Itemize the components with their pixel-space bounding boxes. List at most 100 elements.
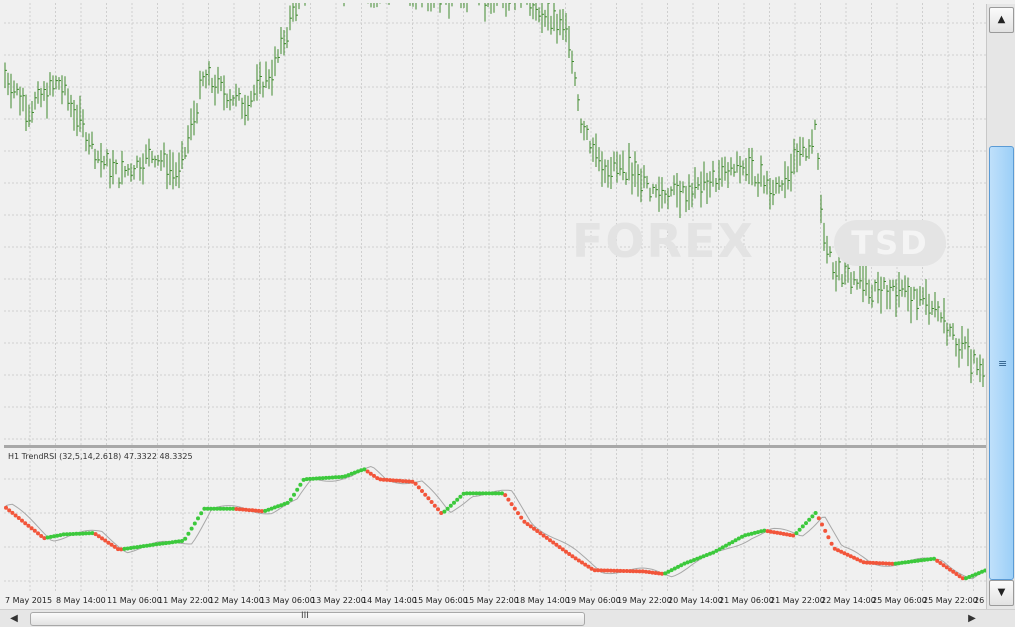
rsi-dot-up [688,559,693,564]
rsi-dot-down [778,531,783,536]
time-axis-label: 15 May 22:00 [464,596,519,605]
rsi-dot-up [64,532,69,537]
rsi-dot-up [349,471,354,476]
rsi-dot-down [240,507,245,512]
rsi-dot-up [714,548,719,553]
rsi-dot-up [122,546,127,551]
rsi-dot-down [388,478,392,483]
rsi-dot-down [256,508,261,513]
rsi-dot-up [477,491,482,496]
rsi-dot-down [957,574,962,579]
rsi-dot-up [151,542,156,547]
rsi-dot-up [292,492,296,497]
rsi-dot-down [532,526,536,531]
rsi-dot-up [701,554,706,559]
rsi-dot-up [362,467,367,472]
rsi-dot-down [384,477,389,482]
rsi-dot-up [180,539,184,543]
rsi-dot-down [244,507,248,512]
vertical-scroll-thumb[interactable]: ≡ [989,146,1014,580]
rsi-dot-up [932,556,936,561]
rsi-dot-down [868,560,872,565]
rsi-dot-down [887,561,892,566]
rsi-dot-up [474,491,479,496]
scroll-up-icon[interactable]: ▲ [989,7,1014,33]
rsi-dot-up [448,503,453,508]
rsi-dot-up [976,571,981,576]
pane-divider[interactable] [4,445,986,448]
rsi-dot-down [253,508,258,513]
rsi-dot-up [704,553,709,557]
rsi-dot-down [784,532,789,537]
rsi-dot-up [186,531,191,536]
rsi-dot-up [55,533,60,538]
rsi-dot-up [746,532,751,537]
rsi-dot-down [541,533,546,538]
rsi-dot-up [343,474,348,479]
rsi-dot-down [13,513,18,518]
rsi-dot-down [439,511,444,515]
rsi-dot-down [506,497,511,502]
rsi-dot-down [522,519,527,524]
rsi-dot-down [512,506,517,511]
horizontal-scrollbar[interactable]: ◀ III ▶ [0,609,1015,627]
rsi-dot-down [839,549,844,554]
rsi-dot-down [884,561,888,566]
rsi-dot-down [535,529,540,533]
rsi-dot-down [20,518,24,523]
rsi-dot-up [125,546,130,551]
horizontal-scroll-thumb[interactable]: III [30,611,585,626]
rsi-dot-up [160,541,165,546]
rsi-dot-up [327,475,332,480]
rsi-dot-up [740,534,744,539]
rsi-dot-down [877,561,882,566]
rsi-dot-up [903,560,908,565]
rsi-dot-down [407,479,412,484]
rsi-dot-down [551,540,556,545]
rsi-dot-down [576,558,581,563]
rsi-dot-up [205,506,210,511]
rsi-dot-up [336,475,341,480]
rsi-dot-up [484,491,488,496]
rsi-dot-up [730,540,735,545]
scroll-right-icon[interactable]: ▶ [968,613,976,624]
scroll-left-icon[interactable]: ◀ [10,613,18,624]
rsi-dot-up [480,491,485,496]
rsi-dot-up [266,507,271,512]
time-axis-label: 21 May 06:00 [719,596,774,605]
rsi-dot-up [330,475,335,480]
rsi-dot-up [500,491,504,496]
rsi-dot-down [423,492,428,497]
rsi-dot-up [84,531,88,536]
rsi-dot-up [970,573,975,578]
rsi-dot-up [464,491,469,496]
rsi-dot-down [416,485,421,490]
rsi-dot-up [308,476,312,481]
rsi-dot-up [324,475,328,480]
rsi-dot-down [234,507,239,511]
rsi-dot-down [631,569,636,574]
rsi-dot-down [612,568,616,573]
vertical-scrollbar[interactable]: ▲ ≡ ▼ [986,4,1015,609]
rsi-dot-up [468,491,472,496]
scroll-down-icon[interactable]: ▼ [989,580,1014,606]
rsi-dot-up [973,572,978,577]
rsi-dot-up [752,530,757,535]
trendrsi-indicator-pane[interactable] [4,449,986,591]
rsi-dot-down [791,533,796,538]
rsi-dot-down [615,568,620,573]
rsi-dot-down [564,549,568,554]
rsi-dot-up [669,568,674,573]
price-chart[interactable] [4,3,986,445]
rsi-dot-down [772,530,776,535]
rsi-dot-up [964,576,968,581]
rsi-dot-down [250,508,255,513]
rsi-dot-up [288,497,293,502]
rsi-dot-down [618,568,623,573]
time-axis-label: 13 May 06:00 [260,596,315,605]
rsi-dot-up [900,560,904,565]
rsi-dot-down [608,568,613,573]
rsi-dot-down [557,545,562,550]
rsi-dot-up [807,517,812,522]
rsi-dot-up [48,534,53,539]
